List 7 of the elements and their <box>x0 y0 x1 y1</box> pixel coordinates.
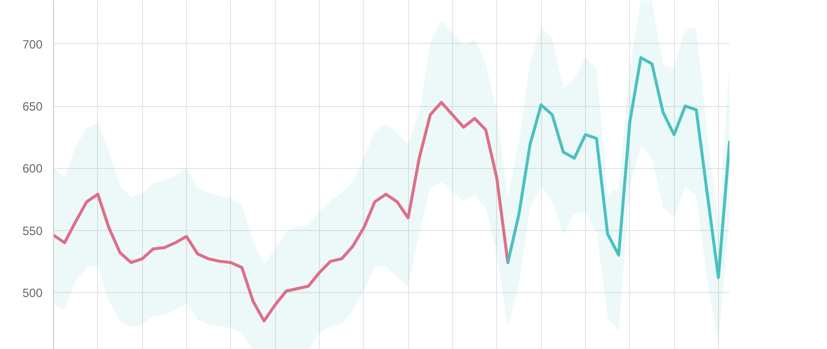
y-tick-label: 500 <box>22 286 43 300</box>
y-tick-label: 700 <box>22 37 43 52</box>
line-series <box>506 56 730 279</box>
y-tick-label: 650 <box>22 100 43 114</box>
y-tick-label: 550 <box>22 224 43 238</box>
y-tick-label: 600 <box>22 162 43 176</box>
line-series <box>54 100 510 322</box>
